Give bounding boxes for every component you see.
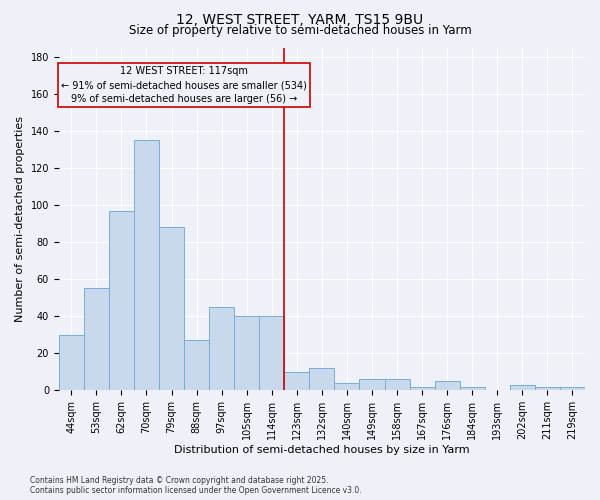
X-axis label: Distribution of semi-detached houses by size in Yarm: Distribution of semi-detached houses by … [174, 445, 470, 455]
Bar [209, 307, 234, 390]
Text: Contains HM Land Registry data © Crown copyright and database right 2025.
Contai: Contains HM Land Registry data © Crown c… [30, 476, 362, 495]
Bar [510, 385, 535, 390]
Y-axis label: Number of semi-detached properties: Number of semi-detached properties [15, 116, 25, 322]
Bar [59, 335, 84, 390]
Bar [184, 340, 209, 390]
Bar [385, 379, 410, 390]
Bar [535, 386, 560, 390]
Bar [359, 379, 385, 390]
Text: 12, WEST STREET, YARM, TS15 9BU: 12, WEST STREET, YARM, TS15 9BU [176, 12, 424, 26]
Bar [560, 386, 585, 390]
Bar [234, 316, 259, 390]
Bar [134, 140, 159, 390]
Bar [410, 386, 434, 390]
Bar [334, 383, 359, 390]
Bar [259, 316, 284, 390]
Bar [434, 381, 460, 390]
Bar [284, 372, 310, 390]
Bar [460, 386, 485, 390]
Bar [310, 368, 334, 390]
Bar [84, 288, 109, 390]
Text: 12 WEST STREET: 117sqm
← 91% of semi-detached houses are smaller (534)
9% of sem: 12 WEST STREET: 117sqm ← 91% of semi-det… [61, 66, 307, 104]
Bar [159, 228, 184, 390]
Text: Size of property relative to semi-detached houses in Yarm: Size of property relative to semi-detach… [128, 24, 472, 37]
Bar [109, 210, 134, 390]
